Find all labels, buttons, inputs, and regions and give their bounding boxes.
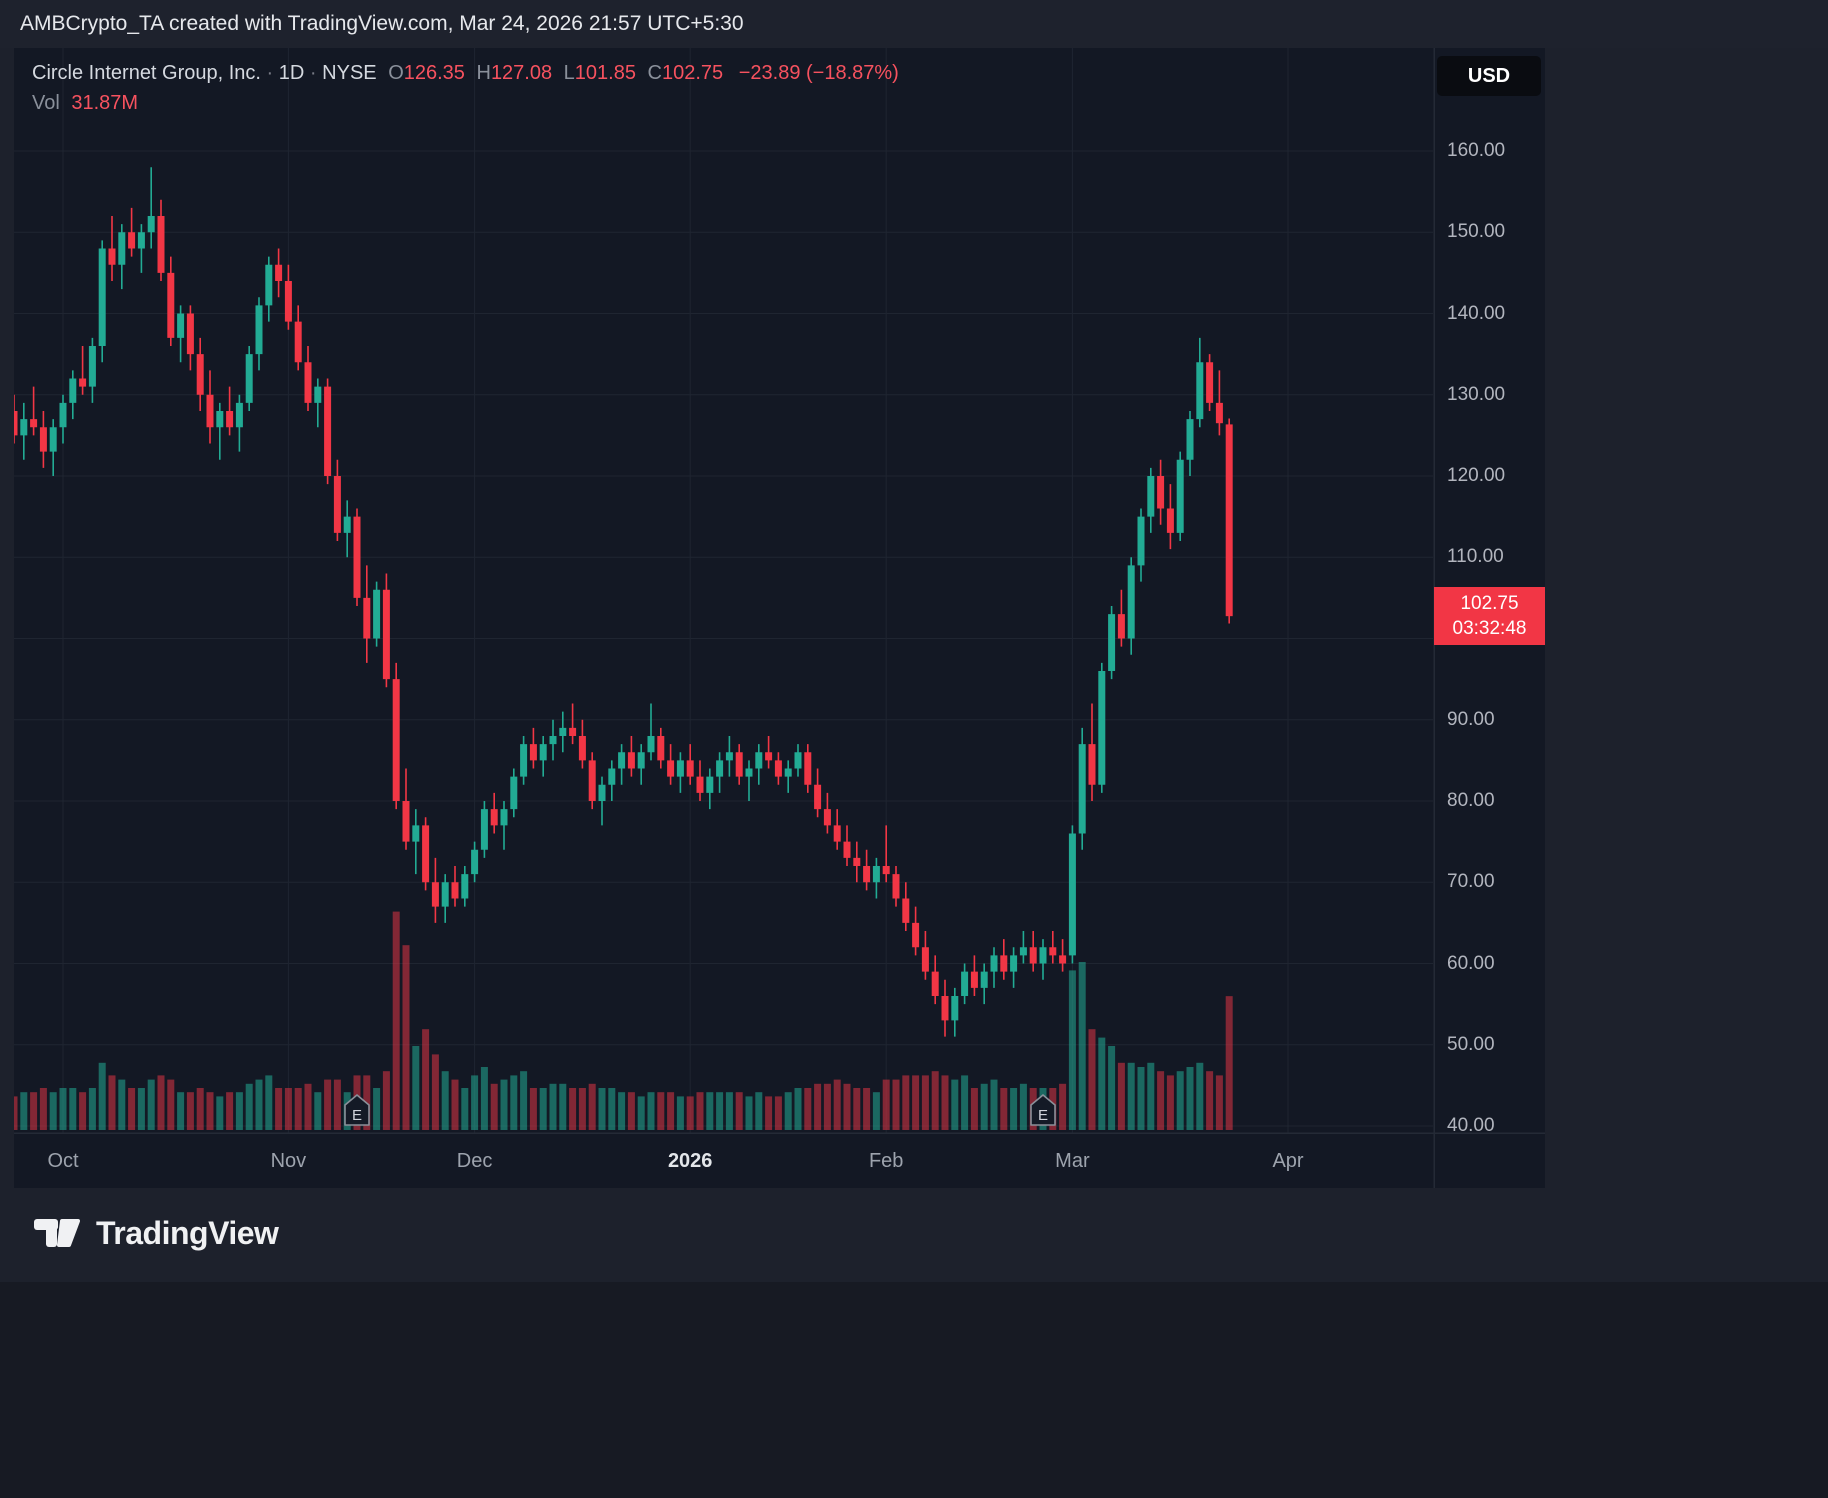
high-value: 127.08 [490,62,553,84]
price-tick-label: 40.00 [1447,1115,1495,1136]
price-tick-label: 80.00 [1447,790,1495,811]
svg-text:E: E [1038,1107,1048,1124]
ohlc-values: O126.35 H127.08 L101.85 C102.75 −23.89 (… [382,62,899,84]
grid-layer [14,48,1433,1133]
open-value: 126.35 [403,62,465,84]
tradingview-logo[interactable]: TradingView [30,1205,279,1261]
high-key: H [476,62,491,84]
time-tick-label: Nov [270,1150,307,1172]
tradingview-mark-icon [34,1219,80,1247]
price-tick-label: 160.00 [1447,140,1506,161]
change-value: −23.89 (−18.87%) [738,62,899,84]
time-tick-label: Feb [868,1150,904,1172]
low-key: L [563,62,575,84]
price-tick-label: 110.00 [1447,546,1504,568]
currency-usd-button[interactable]: USD [1437,56,1541,96]
time-tick-label: Mar [1055,1150,1090,1172]
time-tick-label: Dec [456,1150,493,1172]
open-key: O [388,62,404,84]
symbol-title[interactable]: Circle Internet Group, Inc. · 1D · NYSE [32,62,382,84]
exchange-label: NYSE [322,62,377,84]
earnings-marker[interactable]: E [1030,1094,1056,1126]
low-value: 101.85 [574,62,636,84]
legend-symbol-row: Circle Internet Group, Inc. · 1D · NYSE … [32,58,899,88]
last-price-label: 102.75 03:32:48 [1434,587,1545,646]
close-value: 102.75 [661,62,724,84]
symbol-name: Circle Internet Group, Inc. [32,62,261,84]
price-tick-label: 150.00 [1447,221,1506,243]
close-key: C [647,62,662,84]
price-tick-label: 140.00 [1447,302,1506,324]
price-tick-label: 130.00 [1447,383,1506,405]
price-tick-label: 70.00 [1447,871,1495,893]
price-tick-label: 60.00 [1447,952,1495,974]
last-price-value: 102.75 [1460,593,1519,615]
watermark-text: AMBCrypto_TA created with TradingView.co… [20,12,744,35]
time-tick-label: Oct [47,1150,79,1172]
volume-layer [14,911,1233,1130]
legend-volume-row: Vol 31.87M [32,88,899,118]
separator-dot: · [309,62,317,84]
volume-value: 31.87M [71,92,139,114]
bar-countdown: 03:32:48 [1452,618,1527,640]
price-tick-label: 90.00 [1447,708,1495,730]
volume-key: Vol [32,92,60,114]
bottom-background [0,1282,1828,1498]
tradingview-wordmark: TradingView [96,1214,279,1251]
time-tick-label: 2026 [667,1150,713,1172]
top-watermark-bar: AMBCrypto_TA created with TradingView.co… [0,0,1828,48]
earnings-marker[interactable]: E [344,1094,370,1126]
interval-label: 1D [278,62,305,84]
price-tick-label: 50.00 [1447,1033,1495,1055]
candles-layer [14,167,1233,1037]
separator-dot: · [266,62,274,84]
time-tick-label: Apr [1272,1150,1304,1172]
time-scale[interactable]: Oct Nov Dec 2026 Feb Mar Apr [14,1133,1545,1188]
svg-text:E: E [352,1107,362,1124]
symbol-legend: Circle Internet Group, Inc. · 1D · NYSE … [32,58,899,118]
price-tick-label: 120.00 [1447,465,1506,486]
